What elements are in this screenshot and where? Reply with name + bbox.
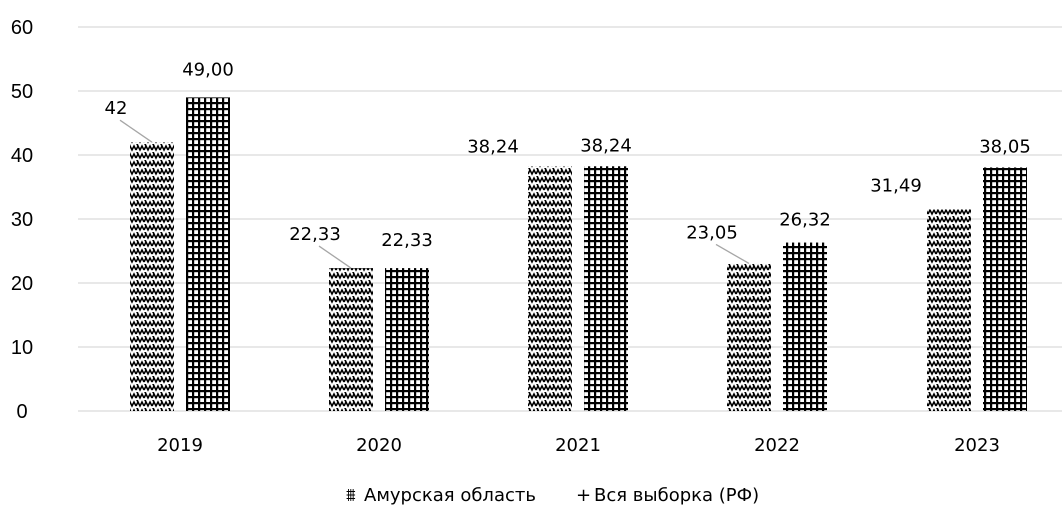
leader-line (119, 119, 153, 143)
data-label: 38,24 (467, 136, 519, 157)
data-label: 22,33 (381, 230, 433, 251)
y-tick-label: 10 (11, 337, 33, 359)
leader-line (318, 245, 352, 269)
bar-amur-2023 (927, 209, 971, 411)
y-axis-ticks: 0 10 20 30 40 50 60 (11, 17, 33, 423)
leader-lines (119, 119, 750, 269)
data-label: 22,33 (289, 224, 341, 245)
y-tick-label: 30 (11, 209, 33, 231)
y-tick-label: 60 (11, 17, 33, 39)
bar-rf-2022 (783, 242, 827, 411)
bar-rf-2021 (584, 166, 628, 411)
bar-amur-2020 (329, 268, 373, 411)
x-category-label: 2020 (356, 435, 402, 456)
leader-line (715, 243, 750, 265)
bar-amur-2019 (130, 142, 174, 411)
x-category-label: 2023 (954, 435, 1000, 456)
data-label: 38,05 (979, 136, 1031, 157)
data-label: 23,05 (686, 222, 738, 243)
data-label: 26,32 (779, 210, 831, 231)
data-label: 31,49 (870, 175, 922, 196)
bar-rf-2023 (983, 167, 1027, 411)
legend: ⩩ Амурская область + Вся выборка (РФ) (346, 485, 759, 506)
data-label: 42 (105, 98, 128, 119)
y-tick-label: 40 (11, 145, 33, 167)
x-category-label: 2019 (157, 435, 203, 456)
bar-amur-2022 (727, 263, 771, 411)
legend-label: Вся выборка (РФ) (594, 485, 759, 506)
y-tick-label: 20 (11, 273, 33, 295)
x-axis-categories: 2019 2020 2021 2022 2023 (157, 435, 1000, 456)
data-label: 38,24 (580, 135, 632, 156)
legend-swatch-zigzag: ⩩ (346, 485, 356, 506)
bars (130, 97, 1027, 412)
data-label: 49,00 (182, 59, 234, 80)
bar-amur-2021 (528, 166, 572, 411)
legend-label: Амурская область (364, 485, 536, 506)
x-category-label: 2022 (754, 435, 800, 456)
x-category-label: 2021 (555, 435, 601, 456)
bar-rf-2020 (385, 268, 429, 411)
y-tick-label: 50 (11, 81, 33, 103)
bar-rf-2019 (186, 97, 230, 412)
data-labels: 42 49,00 22,33 22,33 38,24 38,24 23,05 26,32 31,… (105, 59, 1031, 251)
y-tick-label: 0 (16, 401, 27, 423)
legend-swatch-plus: + (576, 485, 591, 506)
